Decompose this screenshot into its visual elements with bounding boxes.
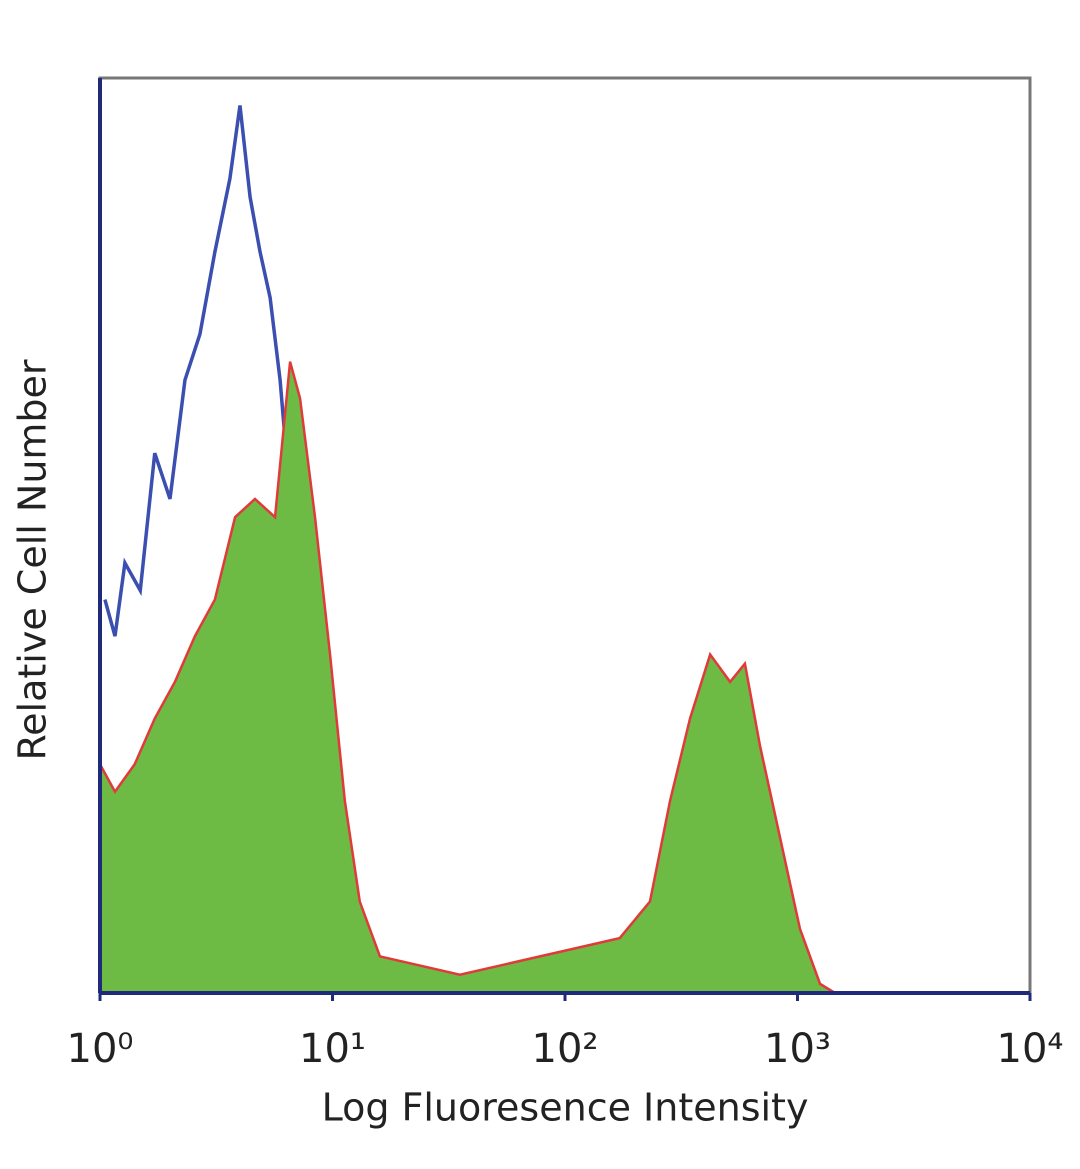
x-tick-label: 10⁰ bbox=[67, 1026, 134, 1072]
y-axis-label: Relative Cell Number bbox=[11, 359, 55, 760]
histogram-edge bbox=[98, 361, 836, 995]
x-tick-label: 10³ bbox=[764, 1026, 831, 1072]
marks bbox=[98, 105, 836, 995]
x-tick-label: 10⁴ bbox=[997, 1026, 1064, 1072]
x-tick-label: 10¹ bbox=[299, 1026, 366, 1072]
x-axis-label: Log Fluoresence Intensity bbox=[322, 1086, 809, 1130]
x-tick-label: 10² bbox=[532, 1026, 599, 1072]
histogram-fill bbox=[100, 361, 836, 993]
